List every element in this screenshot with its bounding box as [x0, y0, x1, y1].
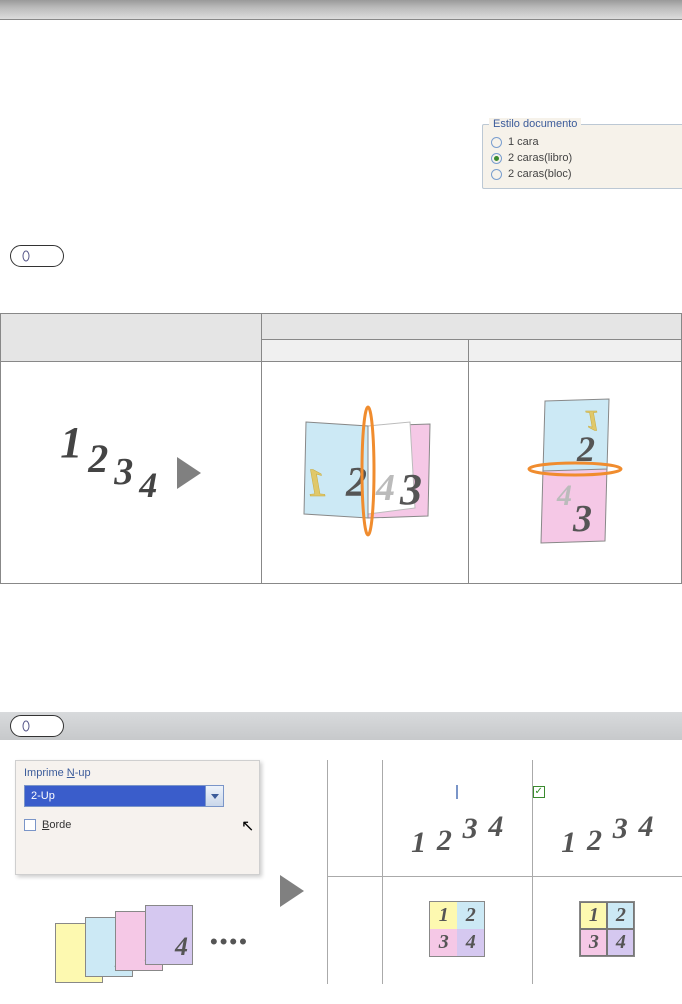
- page-number: 2: [88, 435, 108, 482]
- stacked-pages: 1 2 3 4 ••••: [55, 905, 245, 985]
- n4: 4: [638, 810, 653, 844]
- radio-icon-selected: [491, 153, 502, 164]
- radio-2caras-bloc[interactable]: 2 caras(bloc): [483, 166, 682, 182]
- borde-checkbox-row[interactable]: Borde: [24, 819, 251, 831]
- title-underline: N: [67, 767, 75, 779]
- note-pill-1: [10, 245, 64, 267]
- title-post: -up: [75, 767, 91, 779]
- n3: 3: [463, 812, 478, 846]
- document-style-legend: Estilo documento: [489, 118, 581, 130]
- table-subheader-bloc: [469, 340, 682, 362]
- table-header-top: [261, 314, 681, 340]
- blank-cell: [328, 876, 383, 984]
- clip-icon: [21, 249, 33, 263]
- book-binding-diagram: 1 2 4 3: [290, 396, 440, 546]
- n1: 1: [411, 826, 426, 860]
- libro-output-cell: 1 2 4 3: [261, 362, 469, 584]
- chevron-down-icon: [211, 794, 219, 799]
- combo-value: 2-Up: [31, 790, 55, 802]
- table-header-left: [1, 314, 262, 362]
- nup-noborder-output: 1 2 3 4: [382, 876, 532, 984]
- arrow-right-icon: [177, 457, 201, 489]
- arrow-right-icon: [280, 875, 304, 907]
- radio-icon: [491, 137, 502, 148]
- n3: 3: [613, 812, 628, 846]
- nup-panel-title: Imprime N-up: [24, 767, 251, 779]
- nup-section-bar: [0, 712, 682, 740]
- checkbox-empty-icon: [456, 785, 458, 799]
- radio-label: 2 caras(bloc): [508, 168, 572, 180]
- original-pages-cell: 1 2 3 4: [1, 362, 262, 584]
- cell-4: 4: [607, 929, 634, 956]
- title-pre: Imprime: [24, 767, 67, 779]
- pill-icon: [10, 245, 64, 267]
- checkbox-checked-icon: ✓: [533, 786, 545, 798]
- svg-text:3: 3: [399, 465, 422, 514]
- duplex-table: 1 2 3 4: [0, 313, 682, 584]
- checkbox-icon: [24, 819, 36, 831]
- cell-1: 1: [430, 902, 457, 929]
- pill-icon: [10, 715, 64, 737]
- nup-result-table: 1 2 3 4 ✓ 1 2 3 4 1 2: [327, 760, 682, 984]
- svg-text:4: 4: [556, 479, 572, 512]
- dots-icon: ••••: [210, 929, 249, 955]
- n4: 4: [488, 810, 503, 844]
- nup-border-header: ✓ 1 2 3 4: [532, 760, 682, 876]
- table-subheader-libro: [261, 340, 469, 362]
- clip-icon: [21, 719, 33, 733]
- bloc-output-cell: 1 2 4 3: [469, 362, 682, 584]
- radio-2caras-libro[interactable]: 2 caras(libro): [483, 150, 682, 166]
- combo-dropdown-button[interactable]: [205, 786, 223, 806]
- radio-icon: [491, 169, 502, 180]
- n2: 2: [587, 824, 602, 858]
- nup-border-output: 1 2 3 4: [532, 876, 682, 984]
- svg-text:1: 1: [306, 460, 326, 505]
- nup-combo[interactable]: 2-Up: [24, 785, 224, 807]
- cursor-icon: ↖: [241, 816, 254, 836]
- page-number: 3: [114, 450, 133, 494]
- cell-2: 2: [607, 902, 634, 929]
- radio-label: 1 cara: [508, 136, 539, 148]
- cell-3: 3: [580, 929, 607, 956]
- cell-3: 3: [430, 929, 457, 956]
- nup-print-panel: Imprime N-up 2-Up ↖ Borde: [15, 760, 260, 875]
- page-number: 4: [139, 464, 157, 506]
- nup-noborder-header: 1 2 3 4: [382, 760, 532, 876]
- sheet-4: 4: [145, 905, 193, 965]
- cell-2: 2: [457, 902, 484, 929]
- radio-label: 2 caras(libro): [508, 152, 572, 164]
- n1: 1: [561, 826, 576, 860]
- radio-1cara[interactable]: 1 cara: [483, 134, 682, 150]
- blank-cell: [328, 760, 383, 876]
- page-number: 1: [60, 417, 82, 468]
- svg-text:4: 4: [375, 467, 395, 509]
- n2: 2: [437, 824, 452, 858]
- cell-4: 4: [457, 929, 484, 956]
- page-header-bar: [0, 0, 682, 20]
- cell-1: 1: [580, 902, 607, 929]
- borde-label: Borde: [42, 819, 71, 831]
- svg-text:3: 3: [572, 498, 592, 540]
- pad-binding-diagram: 1 2 4 3: [515, 391, 635, 551]
- document-style-fieldset: Estilo documento 1 cara 2 caras(libro) 2…: [482, 118, 682, 189]
- note-pill-2: [10, 715, 64, 737]
